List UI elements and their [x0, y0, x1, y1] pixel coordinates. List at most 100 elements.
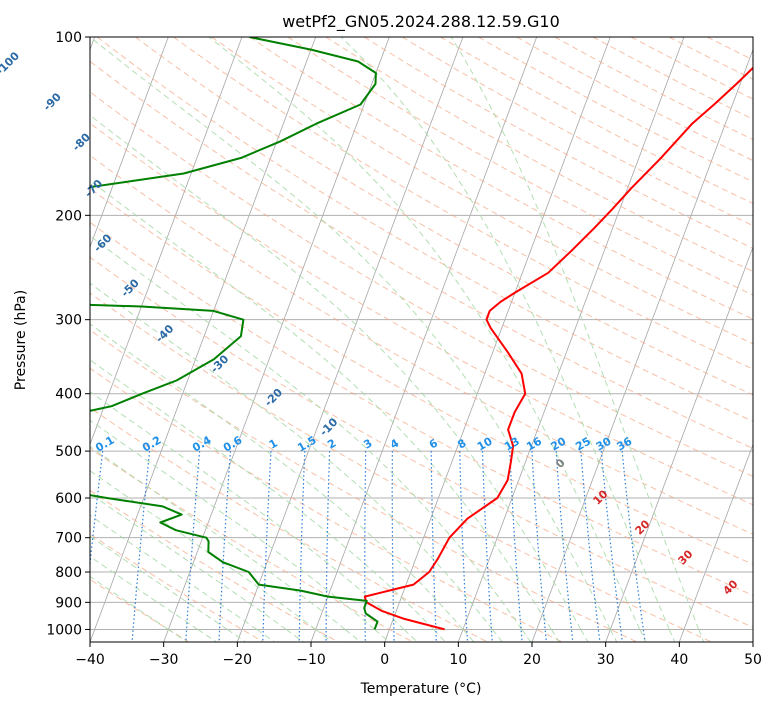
isotherm-line — [752, 640, 753, 642]
moist-adiabat-line — [698, 629, 705, 642]
dry-adiabat-line — [554, 37, 753, 141]
isotherm-line — [531, 48, 753, 642]
moist-adiabat-label: 30 — [676, 547, 696, 567]
isotherm-line — [457, 37, 685, 642]
dry-adiabat-line — [707, 37, 753, 61]
moist-adiabat-line — [285, 628, 304, 642]
isotherm-line — [236, 37, 464, 642]
dry-adiabat-line — [211, 37, 753, 345]
moist-adiabat-line — [344, 629, 361, 642]
moist-adiabat-line — [90, 470, 316, 630]
dry-adiabat-label: -30 — [208, 352, 231, 375]
moist-adiabat-line — [90, 575, 169, 630]
y-tick-label: 800 — [55, 565, 82, 581]
x-tick-label: 10 — [449, 652, 467, 668]
temperature-profile-line — [363, 66, 753, 631]
x-tick-label: 30 — [597, 652, 615, 668]
mixing-ratio-label: 3 — [361, 437, 374, 452]
moist-adiabat-line — [256, 628, 275, 642]
isotherm-line — [163, 37, 390, 642]
moist-adiabat-line — [639, 629, 647, 642]
mixing-ratio-line — [459, 451, 469, 642]
y-axis: 100 200 300 400 500 600 700 800 900 1000 — [46, 30, 90, 638]
dry-adiabat-line — [90, 60, 753, 450]
dry-adiabat-line — [90, 489, 339, 642]
dry-adiabat-line — [90, 221, 753, 597]
moist-adiabat-line — [90, 492, 287, 630]
dry-adiabat-label: -100 — [0, 49, 22, 78]
x-axis: −40 −30 −20 −10 0 10 20 30 40 50 — [75, 642, 762, 668]
mixing-ratio-line — [298, 451, 306, 642]
mixing-ratio-line — [325, 451, 331, 642]
moist-adiabat-line — [90, 179, 552, 630]
mixing-ratio-label: 4 — [388, 436, 401, 451]
dry-adiabat-line — [90, 154, 753, 535]
dry-adiabat-line — [402, 37, 753, 227]
moist-adiabat-line — [550, 629, 560, 642]
x-tick-label: −10 — [296, 652, 326, 668]
moist-adiabat-line — [374, 629, 390, 642]
isotherm-line — [90, 37, 317, 642]
y-tick-label: 100 — [55, 30, 82, 46]
mixing-ratio-line — [90, 451, 104, 570]
moist-adiabat-line — [340, 37, 670, 630]
moist-adiabat-line — [90, 391, 405, 630]
mixing-ratio-label: 1 — [267, 437, 280, 452]
y-axis-label: Pressure (hPa) — [13, 290, 29, 390]
dry-adiabat-line — [249, 37, 753, 320]
dry-adiabat-line — [90, 122, 753, 506]
mixing-ratio-line — [481, 451, 493, 642]
dry-adiabat-line — [90, 256, 753, 628]
mixing-ratio-line — [580, 451, 601, 642]
dry-adiabat-line — [90, 187, 753, 565]
dry-adiabat-line — [516, 37, 753, 162]
moist-adiabat-line — [90, 514, 257, 630]
freezing-level-label: 0 — [553, 456, 568, 471]
dry-adiabat-line — [90, 91, 753, 477]
y-tick-label: 900 — [55, 595, 82, 611]
grid-layer — [90, 37, 753, 642]
moist-adiabat-line — [168, 628, 188, 642]
dry-adiabat-label: -20 — [262, 386, 285, 409]
dry-adiabat-line — [90, 367, 563, 642]
dry-adiabat-line — [90, 329, 638, 642]
dry-adiabat-label: -40 — [153, 322, 176, 345]
moist-adiabat-line — [197, 628, 217, 642]
mixing-ratio-label: 2 — [325, 437, 338, 452]
isotherm-line — [384, 37, 611, 642]
isotherm-line — [90, 37, 243, 446]
dry-adiabat-line — [325, 37, 753, 272]
dry-adiabat-line — [90, 292, 712, 642]
moist-adiabat-label: 20 — [633, 517, 653, 537]
dry-adiabat-line — [90, 533, 264, 642]
y-tick-label: 200 — [55, 208, 82, 224]
plot-frame — [89, 36, 754, 643]
moist-adiabat-line — [521, 629, 532, 642]
x-tick-label: −40 — [75, 652, 105, 668]
moist-adiabat-line — [315, 629, 333, 642]
dry-adiabat-line — [90, 447, 414, 642]
moist-adiabat-label: 10 — [591, 487, 611, 507]
mixing-ratio-line — [391, 451, 395, 642]
mixing-ratio-line — [218, 451, 231, 642]
y-tick-label: 500 — [55, 444, 82, 460]
moist-adiabat-label: 40 — [721, 577, 741, 597]
moist-adiabat-line — [90, 535, 228, 630]
moist-adiabat-line — [609, 629, 618, 642]
y-tick-label: 600 — [55, 491, 82, 507]
x-tick-label: −30 — [149, 652, 179, 668]
moist-adiabat-line — [450, 37, 700, 630]
x-tick-label: 40 — [670, 652, 688, 668]
isotherm-line — [90, 37, 169, 249]
moist-adiabat-line — [227, 628, 246, 642]
moist-adiabat-line — [492, 629, 503, 642]
y-tick-label: 300 — [55, 313, 82, 329]
moist-adiabat-line — [90, 555, 199, 630]
dry-adiabat-line — [287, 37, 753, 296]
dry-adiabat-line — [478, 37, 753, 183]
mixing-ratio-line — [185, 451, 201, 642]
data-layer — [90, 37, 753, 631]
x-axis-label: Temperature (°C) — [360, 681, 482, 697]
isotherm-line — [678, 443, 753, 642]
